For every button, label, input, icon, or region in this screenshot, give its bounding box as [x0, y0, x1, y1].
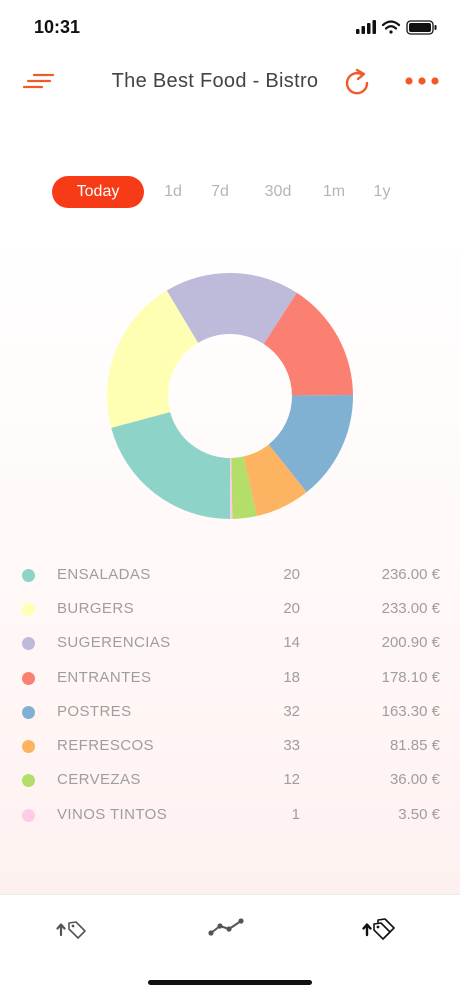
battery-icon	[406, 20, 437, 35]
legend-color-dot	[22, 809, 35, 822]
donut-slice-vinos-tintos[interactable]	[230, 457, 233, 519]
range-tab-today[interactable]: Today	[52, 176, 144, 208]
legend-amount: 236.00 €	[381, 566, 440, 583]
legend-amount: 200.90 €	[381, 634, 440, 651]
donut-slice-cervezas[interactable]	[231, 456, 257, 519]
status-time: 10:31	[34, 17, 81, 37]
range-selector: Today 1d 7d 30d 1m 1y	[0, 176, 460, 208]
legend-category-name: VINOS TINTOS	[57, 806, 168, 823]
legend-row-entrantes[interactable]: ENTRANTES 18 178.10 €	[0, 661, 460, 695]
refresh-button[interactable]	[340, 66, 374, 100]
donut-slice-refrescos[interactable]	[243, 444, 307, 517]
wifi-icon	[381, 20, 401, 34]
legend-row-postres[interactable]: POSTRES 32 163.30 €	[0, 695, 460, 729]
price-tag-up-icon	[56, 921, 86, 939]
legend-item-count: 12	[283, 771, 300, 788]
legend-color-dot	[22, 637, 35, 650]
legend-category-name: ENTRANTES	[57, 669, 152, 686]
legend-item-count: 14	[283, 634, 300, 651]
more-button[interactable]	[402, 70, 442, 92]
donut-slice-ensaladas[interactable]	[111, 412, 230, 519]
signal-icon	[356, 20, 376, 34]
range-tab-30d[interactable]: 30d	[264, 183, 292, 200]
legend-color-dot	[22, 774, 35, 787]
legend-amount: 81.85 €	[389, 737, 440, 754]
legend-amount: 36.00 €	[389, 771, 440, 788]
page-title: The Best Food - Bistro	[111, 70, 319, 92]
legend-color-dot	[22, 740, 35, 753]
menu-button[interactable]	[20, 66, 56, 96]
tab-sales-by-category[interactable]	[358, 911, 398, 945]
status-bar: 10:31	[0, 0, 460, 56]
legend-category-name: ENSALADAS	[57, 566, 151, 583]
donut-slice-entrantes[interactable]	[263, 292, 353, 396]
nav-bar: The Best Food - Bistro	[0, 56, 460, 106]
legend-color-dot	[22, 603, 35, 616]
sales-donut-chart	[106, 272, 354, 520]
legend-row-refrescos[interactable]: REFRESCOS 33 81.85 €	[0, 729, 460, 763]
trend-line-icon	[208, 918, 244, 936]
status-icons	[356, 18, 438, 41]
legend-category-name: BURGERS	[57, 600, 134, 617]
legend-item-count: 32	[283, 703, 300, 720]
legend-amount: 163.30 €	[381, 703, 440, 720]
legend-category-name: SUGERENCIAS	[57, 634, 171, 651]
sort-lines-icon	[22, 73, 55, 89]
legend-color-dot	[22, 672, 35, 685]
legend-category-name: REFRESCOS	[57, 737, 154, 754]
range-tab-1m[interactable]: 1m	[322, 183, 346, 200]
legend-item-count: 33	[283, 737, 300, 754]
legend-color-dot	[22, 569, 35, 582]
legend-amount: 178.10 €	[381, 669, 440, 686]
donut-slice-postres[interactable]	[268, 394, 353, 493]
range-tab-1d[interactable]: 1d	[164, 183, 182, 200]
home-indicator	[148, 980, 312, 985]
legend-row-ensaladas[interactable]: ENSALADAS 20 236.00 €	[0, 558, 460, 592]
legend-row-cervezas[interactable]: CERVEZAS 12 36.00 €	[0, 763, 460, 797]
legend-category-name: CERVEZAS	[57, 771, 141, 788]
donut-slice-sugerencias[interactable]	[166, 273, 297, 344]
legend-category-name: POSTRES	[57, 703, 132, 720]
price-tags-up-icon	[362, 918, 395, 940]
tab-trends[interactable]	[206, 911, 246, 945]
range-tab-7d[interactable]: 7d	[211, 183, 229, 200]
donut-slice-burgers[interactable]	[107, 290, 199, 428]
legend-color-dot	[22, 706, 35, 719]
legend-row-burgers[interactable]: BURGERS 20 233.00 €	[0, 592, 460, 626]
refresh-icon	[345, 68, 369, 95]
more-dots-icon	[405, 77, 439, 85]
legend-item-count: 18	[283, 669, 300, 686]
legend-item-count: 20	[283, 600, 300, 617]
legend-amount: 3.50 €	[398, 806, 440, 823]
legend-item-count: 20	[283, 566, 300, 583]
legend-item-count: 1	[291, 806, 300, 823]
legend-row-vinos-tintos[interactable]: VINOS TINTOS 1 3.50 €	[0, 798, 460, 832]
legend-row-sugerencias[interactable]: SUGERENCIAS 14 200.90 €	[0, 626, 460, 660]
bottom-tab-bar	[0, 894, 460, 997]
legend-amount: 233.00 €	[381, 600, 440, 617]
tab-sales-by-item[interactable]	[52, 911, 92, 945]
range-tab-1y[interactable]: 1y	[373, 183, 391, 200]
